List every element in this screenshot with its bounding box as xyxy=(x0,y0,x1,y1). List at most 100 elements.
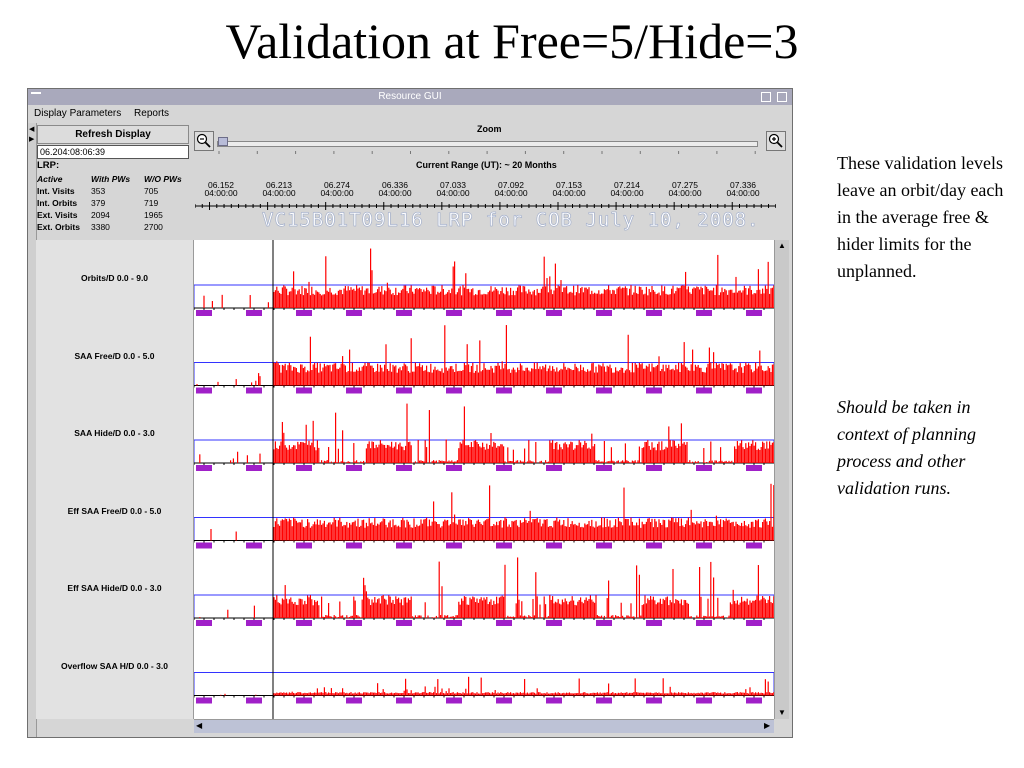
activity-bar xyxy=(721,287,723,308)
activity-bar xyxy=(356,460,358,463)
activity-bar xyxy=(472,524,474,541)
scroll-right-icon[interactable]: ▶ xyxy=(764,721,771,730)
activity-bar xyxy=(648,692,650,696)
activity-bar xyxy=(623,461,625,463)
activity-bar xyxy=(426,287,428,308)
activity-bar xyxy=(337,369,339,386)
activity-bar xyxy=(451,288,453,308)
activity-bar xyxy=(743,692,745,696)
activity-bar xyxy=(504,517,506,541)
stats-row-label: Ext. Orbits xyxy=(37,222,80,232)
activity-bar xyxy=(729,461,731,463)
activity-bar xyxy=(535,369,537,386)
activity-bar xyxy=(402,692,404,696)
activity-bar xyxy=(508,460,510,463)
activity-bar xyxy=(735,276,737,308)
activity-bar xyxy=(448,688,450,696)
activity-bar xyxy=(643,294,645,308)
activity-bar xyxy=(358,367,360,386)
splitter-right-arrow-icon[interactable]: ▶ xyxy=(29,136,35,143)
activity-bar xyxy=(449,461,451,463)
activity-bar xyxy=(704,692,706,696)
activity-bar xyxy=(318,447,320,463)
menu-reports[interactable]: Reports xyxy=(134,108,170,119)
activity-bar xyxy=(384,518,386,541)
scroll-down-icon[interactable]: ▼ xyxy=(778,708,786,717)
activity-bar xyxy=(766,288,768,308)
activity-bar xyxy=(623,487,625,541)
activity-bar xyxy=(360,617,362,618)
activity-bar xyxy=(349,522,351,541)
activity-bar xyxy=(426,692,428,696)
activity-bar xyxy=(277,524,279,541)
activity-bar xyxy=(518,527,520,541)
activity-bar xyxy=(419,363,421,386)
activity-bar xyxy=(598,615,600,618)
activity-bar xyxy=(647,366,649,386)
resource-plot[interactable] xyxy=(194,240,774,719)
activity-bar xyxy=(371,441,373,463)
activity-bar xyxy=(274,290,276,308)
activity-bar xyxy=(445,293,447,308)
activity-bar xyxy=(538,692,540,696)
maximize-icon[interactable] xyxy=(777,92,787,102)
zoom-slider-thumb[interactable] xyxy=(218,137,228,146)
scroll-up-icon[interactable]: ▲ xyxy=(778,241,786,250)
activity-bar xyxy=(326,693,328,696)
activity-bar xyxy=(741,367,743,386)
activity-bar xyxy=(370,605,372,618)
vertical-scrollbar[interactable]: ▲ ▼ xyxy=(774,240,789,719)
activity-bar xyxy=(707,363,709,386)
activity-bar xyxy=(622,367,624,386)
date-field[interactable]: 06.204:08:06:39 xyxy=(37,145,189,159)
activity-bar xyxy=(487,518,489,541)
activity-bar xyxy=(602,293,604,308)
activity-bar xyxy=(372,602,374,618)
scroll-left-icon[interactable]: ◀ xyxy=(196,721,203,730)
activity-bar xyxy=(409,693,411,696)
activity-bar xyxy=(462,369,464,386)
activity-bar xyxy=(468,445,470,463)
activity-bar xyxy=(329,287,331,308)
activity-bar xyxy=(574,693,576,696)
activity-bar xyxy=(773,285,774,308)
activity-bar xyxy=(654,291,656,308)
activity-bar xyxy=(385,599,387,618)
activity-bar xyxy=(687,692,689,696)
activity-bar xyxy=(319,293,321,308)
activity-bar xyxy=(305,604,307,618)
activity-bar xyxy=(416,366,418,386)
horizontal-scrollbar[interactable]: ◀ ▶ xyxy=(194,719,774,733)
timeline-time: 04:00:00 xyxy=(668,188,702,198)
activity-bar xyxy=(638,286,640,308)
activity-bar xyxy=(323,294,325,308)
menu-display-parameters[interactable]: Display Parameters xyxy=(34,108,122,119)
activity-bar xyxy=(643,447,645,463)
activity-bar xyxy=(587,524,589,541)
activity-bar xyxy=(766,521,768,541)
splitter-left-arrow-icon[interactable]: ◀ xyxy=(29,126,35,133)
window-menu-icon[interactable] xyxy=(31,92,41,100)
activity-bar xyxy=(372,441,374,463)
refresh-display-button[interactable]: Refresh Display xyxy=(37,125,189,144)
activity-bar xyxy=(522,461,524,463)
activity-bar xyxy=(556,693,558,696)
activity-bar xyxy=(462,519,464,541)
activity-bar xyxy=(626,518,628,541)
window-titlebar[interactable]: Resource GUI xyxy=(28,89,792,105)
activity-bar xyxy=(237,451,239,463)
minimize-icon[interactable] xyxy=(761,92,771,102)
activity-bar xyxy=(640,527,642,541)
activity-bar xyxy=(732,292,734,308)
activity-bar xyxy=(512,521,514,541)
activity-bar xyxy=(742,601,744,618)
activity-bar xyxy=(595,293,597,308)
zoom-slider-track[interactable] xyxy=(217,141,758,147)
activity-bar xyxy=(361,693,363,696)
stats-row-label: Ext. Visits xyxy=(37,210,78,220)
activity-bar xyxy=(389,692,391,696)
zoom-out-button[interactable] xyxy=(194,131,214,151)
activity-bar xyxy=(578,599,580,618)
activity-bar xyxy=(538,292,540,308)
zoom-in-button[interactable] xyxy=(766,131,786,151)
